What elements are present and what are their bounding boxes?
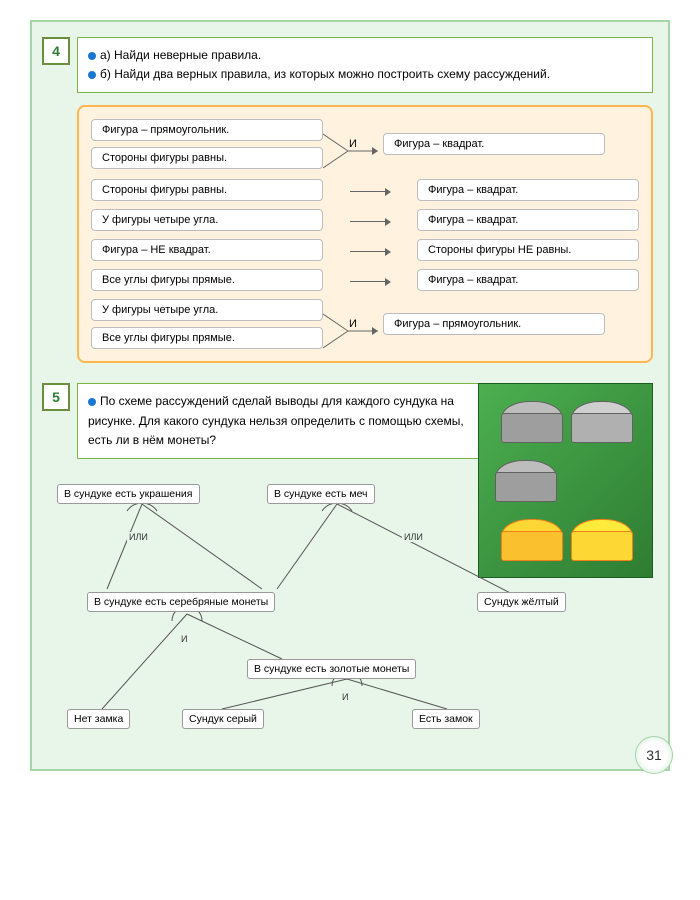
task5-text: По схеме рассуждений сделай выводы для к… [88,394,464,446]
diagram-node: Нет замка [67,709,130,729]
diagram-node: Сундук жёлтый [477,592,566,612]
rule-box: Фигура – прямоугольник. [91,119,323,141]
diagram-lines [47,474,653,754]
connector-and: И [323,138,383,150]
diagram-label-and: И [340,692,350,702]
diagram-node: В сундуке есть золотые монеты [247,659,416,679]
rule-row: Фигура – НЕ квадрат. Стороны фигуры НЕ р… [91,239,639,261]
rule-box: Фигура – квадрат. [417,209,639,231]
diagram-label-and: И [179,634,189,644]
task4-line-a: а) Найди неверные правила. [100,48,261,62]
diagram-node: В сундуке есть украшения [57,484,200,504]
diagram-node: В сундуке есть серебряные монеты [87,592,275,612]
rule-box: Стороны фигуры равны. [91,147,323,169]
rule-box: Все углы фигуры прямые. [91,269,323,291]
rule-row: Все углы фигуры прямые. Фигура – квадрат… [91,269,639,291]
chest-gray-icon [571,401,631,443]
task-5: 5 По схеме рассуждений сделай выводы для… [47,383,653,754]
rule-box: Фигура – квадрат. [417,269,639,291]
page-number: 31 [635,736,673,774]
rule-combo-1: Фигура – прямоугольник. Стороны фигуры р… [91,119,639,169]
rule-row: У фигуры четыре угла. Фигура – квадрат. [91,209,639,231]
bullet-icon [88,52,96,60]
task5-header: По схеме рассуждений сделай выводы для к… [77,383,479,459]
task4-header: а) Найди неверные правила. б) Найди два … [77,37,653,93]
chest-gray-icon [501,401,561,443]
diagram-label-or: ИЛИ [402,532,425,542]
connector-and: И [323,318,383,330]
diagram-node: В сундуке есть меч [267,484,375,504]
reasoning-diagram: В сундуке есть украшения В сундуке есть … [47,474,653,754]
rule-row: Стороны фигуры равны. Фигура – квадрат. [91,179,639,201]
rule-box: Все углы фигуры прямые. [91,327,323,349]
rule-box: Стороны фигуры равны. [91,179,323,201]
rule-box: У фигуры четыре угла. [91,209,323,231]
diagram-label-or: ИЛИ [127,532,150,542]
task-number-5: 5 [42,383,70,411]
arrow-icon [323,182,417,198]
arrow-icon [323,242,417,258]
task4-line-b: б) Найди два верных правила, из которых … [100,67,550,81]
arrow-icon [323,272,417,288]
bullet-icon [88,398,96,406]
rule-box: Фигура – прямоугольник. [383,313,605,335]
rule-box: Стороны фигуры НЕ равны. [417,239,639,261]
rule-box: Фигура – квадрат. [383,133,605,155]
diagram-node: Сундук серый [182,709,264,729]
arrow-icon [323,212,417,228]
task-4: 4 а) Найди неверные правила. б) Найди дв… [47,37,653,363]
bullet-icon [88,71,96,79]
diagram-node: Есть замок [412,709,480,729]
rules-panel: Фигура – прямоугольник. Стороны фигуры р… [77,105,653,363]
task-number-4: 4 [42,37,70,65]
rule-box: Фигура – НЕ квадрат. [91,239,323,261]
rule-combo-2: У фигуры четыре угла. Все углы фигуры пр… [91,299,639,349]
textbook-page: 4 а) Найди неверные правила. б) Найди дв… [30,20,670,771]
rule-box: У фигуры четыре угла. [91,299,323,321]
rule-box: Фигура – квадрат. [417,179,639,201]
